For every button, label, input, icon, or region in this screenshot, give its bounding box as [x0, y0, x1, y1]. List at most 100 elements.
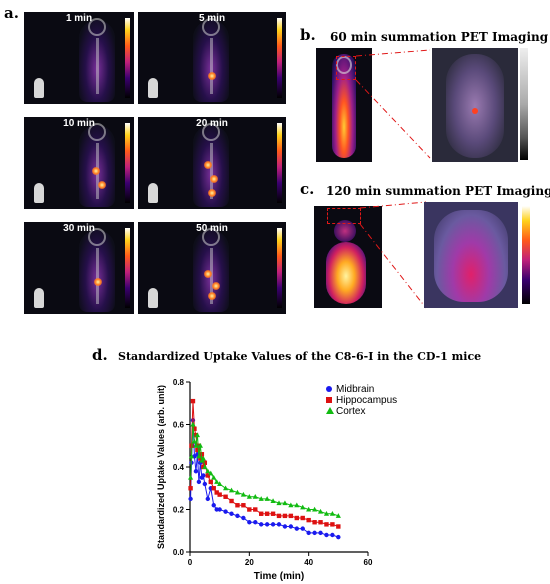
colorbar: [125, 228, 130, 308]
data-point-midbrain: [324, 532, 329, 538]
panel-b-zoom-box: [336, 56, 356, 80]
panel-b-label: b.: [300, 26, 316, 44]
data-point-cortex: [217, 481, 223, 486]
data-point-cortex: [214, 479, 220, 484]
colorbar: [277, 18, 282, 98]
panel-a-label: a.: [4, 4, 19, 22]
data-point-midbrain: [217, 507, 222, 512]
data-point-midbrain: [202, 481, 208, 487]
panel-c-title: 120 min summation PET Imaging: [326, 184, 550, 198]
data-point-hippocampus: [318, 520, 323, 525]
data-point-cortex: [200, 455, 206, 461]
data-point-hippocampus: [214, 490, 219, 495]
legend-marker-hippocampus: [326, 397, 332, 403]
data-point-cortex: [312, 506, 318, 512]
data-point-cortex: [317, 508, 324, 514]
data-point-midbrain: [330, 532, 335, 538]
data-point-cortex: [205, 468, 211, 474]
uptake-hotspot: [204, 270, 212, 278]
legend-label-cortex: Cortex: [336, 406, 366, 417]
data-point-midbrain: [247, 520, 252, 525]
data-point-hippocampus: [205, 473, 210, 478]
x-tick-label: 0: [188, 558, 193, 567]
uptake-hotspot: [98, 181, 106, 189]
uptake-hotspot: [208, 292, 216, 300]
uptake-hotspot: [92, 167, 100, 175]
chart-legend: Midbrain Hippocampus Cortex: [326, 384, 426, 424]
mouse-icon: [34, 78, 44, 98]
suv-line-chart: 0.0 0.2 0.4 0.6 0.8 0 20 40 60 Time (min) Standard…: [156, 378, 373, 582]
chart-axes: 0.0 0.2 0.4 0.6 0.8 0 20 40 60 Time (min) Standard…: [156, 378, 373, 582]
panel-b-colorbar: [520, 48, 528, 160]
legend-marker-midbrain: [326, 386, 332, 392]
panel-c-label: c.: [300, 180, 315, 198]
colorbar: [277, 228, 282, 308]
data-point-cortex: [190, 421, 196, 427]
panel-b-zoom-lines: [355, 49, 431, 159]
data-point-cortex: [228, 487, 235, 493]
data-point-hippocampus: [282, 513, 288, 519]
data-point-cortex: [211, 474, 217, 480]
timepoint-label: 1 min: [65, 13, 93, 24]
panel-c-zoom-box: [327, 208, 361, 224]
series-line-hippocampus: [190, 401, 339, 527]
data-point-hippocampus: [264, 511, 270, 516]
data-point-midbrain: [188, 496, 193, 502]
data-point-hippocampus: [253, 507, 258, 512]
data-point-hippocampus: [306, 517, 311, 523]
panel-d-title: Standardized Uptake Values of the C8-6-I…: [118, 350, 482, 363]
uptake-hotspot: [212, 282, 220, 290]
data-point-cortex: [197, 442, 203, 448]
uptake-hotspot: [208, 189, 216, 197]
data-point-cortex: [187, 474, 194, 480]
data-point-hippocampus: [336, 524, 341, 529]
legend-item-midbrain: Midbrain: [326, 384, 374, 395]
data-point-hippocampus: [208, 479, 213, 485]
data-point-hippocampus: [300, 515, 305, 521]
data-point-hippocampus: [198, 456, 203, 461]
timepoint-label: 5 min: [198, 13, 226, 24]
data-point-hippocampus: [188, 486, 193, 491]
data-point-cortex: [188, 453, 195, 459]
data-point-hippocampus: [241, 503, 246, 508]
data-point-midbrain: [235, 513, 240, 519]
data-point-cortex: [194, 432, 201, 438]
data-point-cortex: [306, 506, 312, 512]
data-point-midbrain: [270, 522, 276, 527]
data-point-midbrain: [282, 524, 288, 529]
pet-frame-4: 20 min: [138, 117, 286, 209]
data-point-hippocampus: [202, 460, 208, 465]
uptake-hotspot: [204, 161, 212, 169]
data-point-hippocampus: [195, 447, 200, 453]
data-point-midbrain: [223, 509, 228, 514]
x-tick-label: 40: [304, 558, 313, 567]
data-point-midbrain: [211, 503, 216, 508]
data-point-cortex: [276, 500, 282, 506]
legend-label-hippocampus: Hippocampus: [336, 395, 398, 406]
data-point-cortex: [196, 453, 202, 459]
data-point-hippocampus: [324, 522, 329, 527]
mouse-icon: [34, 183, 44, 203]
data-point-midbrain: [241, 515, 246, 521]
data-point-midbrain: [253, 520, 258, 525]
panel-c-zoom-lines: [359, 201, 427, 309]
legend-marker-cortex: [326, 407, 334, 414]
data-point-hippocampus: [235, 503, 240, 508]
data-point-cortex: [191, 438, 198, 444]
data-point-midbrain: [318, 530, 323, 536]
data-point-hippocampus: [190, 398, 196, 404]
data-point-cortex: [252, 493, 258, 499]
y-tick-label: 0.4: [173, 463, 185, 472]
timepoint-label: 10 min: [63, 118, 95, 129]
mouse-icon: [148, 288, 158, 308]
data-point-hippocampus: [288, 513, 294, 519]
y-tick-label: 0.0: [173, 548, 185, 557]
data-point-midbrain: [306, 530, 311, 536]
data-point-cortex: [193, 442, 199, 448]
timepoint-label: 20 min: [196, 118, 228, 129]
y-tick-label: 0.6: [173, 421, 185, 430]
data-point-hippocampus: [229, 498, 234, 504]
colorbar: [125, 123, 130, 203]
data-point-midbrain: [300, 526, 305, 531]
mouse-icon: [148, 183, 158, 203]
